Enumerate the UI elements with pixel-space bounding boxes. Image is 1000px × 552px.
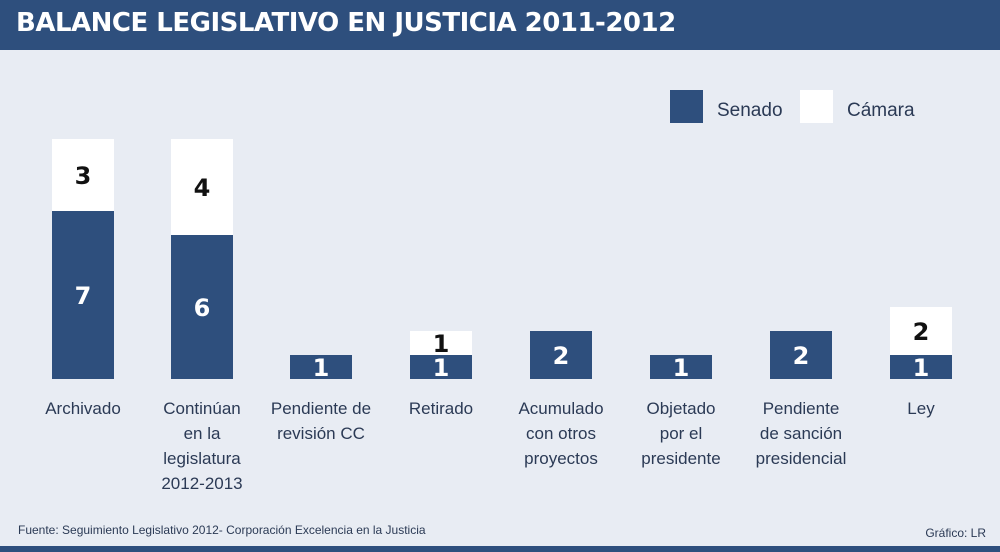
- bar-camara-label-7: 2: [913, 318, 930, 346]
- bar-camara-label-3: 1: [433, 330, 450, 358]
- bar-senado-label-4: 2: [553, 342, 570, 370]
- bar-senado-7: [890, 355, 952, 379]
- legend: Senado Cámara: [670, 90, 915, 123]
- category-label-6: Pendiente de sanción presidencial: [756, 399, 847, 468]
- title-bar: BALANCE LEGISLATIVO EN JUSTICIA 2011-201…: [0, 0, 1000, 50]
- chart-credit: Gráfico: LR: [925, 526, 986, 540]
- bar-camara-1: [171, 139, 233, 235]
- bar-senado-2: [290, 355, 352, 379]
- category-label-2: Pendiente de revisión CC: [271, 399, 371, 443]
- category-labels: Archivado Continúan en la legislatura 2012-2…: [45, 399, 935, 493]
- bar-senado-label-2: 1: [313, 354, 330, 382]
- bar-senado-6: [770, 331, 832, 379]
- bar-camara-label-1: 4: [194, 174, 211, 202]
- bar-camara-3: [410, 331, 472, 355]
- bottom-bar: [0, 546, 1000, 552]
- legend-label-1: Cámara: [847, 100, 915, 121]
- bar-senado-5: [650, 355, 712, 379]
- bar-senado-label-1: 6: [194, 294, 211, 322]
- bar-senado-4: [530, 331, 592, 379]
- bar-senado-1: [171, 235, 233, 379]
- category-label-0: Archivado: [45, 399, 121, 418]
- bar-senado-label-0: 7: [75, 282, 92, 310]
- category-label-7: Ley: [907, 399, 935, 418]
- category-label-5: Objetado por el presidente: [641, 399, 720, 468]
- category-label-3: Retirado: [409, 399, 473, 418]
- bar-senado-label-3: 1: [433, 354, 450, 382]
- chart-title: BALANCE LEGISLATIVO EN JUSTICIA 2011-201…: [16, 8, 676, 38]
- bar-senado-3: [410, 355, 472, 379]
- bar-senado-label-6: 2: [793, 342, 810, 370]
- bar-senado-0: [52, 211, 114, 379]
- legend-swatch-0: [670, 90, 703, 123]
- bar-camara-label-0: 3: [75, 162, 92, 190]
- bar-senado-label-7: 1: [913, 354, 930, 382]
- source-note: Fuente: Seguimiento Legislativo 2012- Co…: [18, 523, 426, 537]
- bar-camara-7: [890, 307, 952, 355]
- legend-swatch-1: [800, 90, 833, 123]
- category-label-4: Acumulado con otros proyectos: [518, 399, 603, 468]
- bar-camara-0: [52, 139, 114, 211]
- category-label-1: Continúan en la legislatura 2012-2013: [161, 399, 242, 493]
- legend-label-0: Senado: [717, 100, 783, 121]
- bar-senado-label-5: 1: [673, 354, 690, 382]
